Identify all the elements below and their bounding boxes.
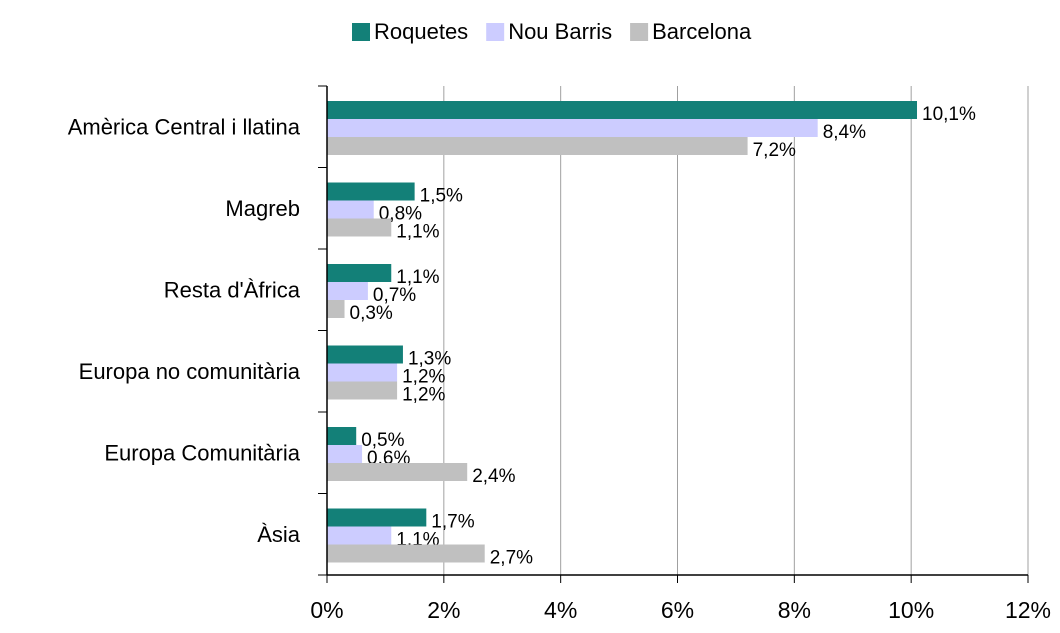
legend-swatch — [630, 23, 649, 41]
value-label: 0,7% — [373, 285, 416, 306]
category-label: Àsia — [257, 522, 301, 547]
bar — [327, 463, 468, 481]
value-label: 1,2% — [402, 367, 445, 388]
legend-label: Roquetes — [374, 19, 468, 44]
value-label: 1,1% — [396, 267, 439, 288]
value-label: 0,3% — [350, 303, 393, 324]
bar — [327, 182, 415, 201]
x-tick-label: 4% — [544, 597, 577, 623]
value-label: 1,3% — [408, 349, 451, 370]
x-tick-label: 6% — [661, 597, 694, 623]
value-label: 1,7% — [431, 512, 474, 533]
legend-swatch — [352, 23, 370, 41]
value-label: 2,4% — [472, 466, 515, 487]
bar — [327, 526, 392, 545]
bar — [327, 300, 345, 318]
bar — [327, 101, 918, 119]
bar — [327, 137, 748, 155]
bar — [327, 345, 403, 364]
value-label: 1,5% — [420, 186, 463, 207]
bar — [327, 508, 427, 527]
x-tick-label: 2% — [427, 597, 460, 623]
value-label: 1,2% — [402, 385, 445, 406]
x-tick-label: 10% — [888, 597, 934, 623]
bar — [327, 119, 818, 137]
bar — [327, 200, 374, 219]
value-label: 1,1% — [396, 222, 439, 243]
bar — [327, 427, 357, 445]
value-label: 2,7% — [490, 548, 533, 569]
bar — [327, 264, 392, 282]
bar — [327, 544, 485, 563]
legend-label: Barcelona — [652, 19, 752, 44]
value-label: 0,5% — [361, 430, 404, 451]
legend-label: Nou Barris — [508, 19, 612, 44]
bar — [327, 363, 398, 382]
category-label: Amèrica Central i llatina — [68, 115, 301, 140]
x-tick-label: 8% — [778, 597, 811, 623]
category-label: Europa Comunitària — [104, 441, 300, 466]
value-label: 8,4% — [823, 122, 866, 143]
category-label: Europa no comunitària — [79, 359, 301, 384]
category-label: Resta d'Àfrica — [164, 278, 301, 303]
category-label: Magreb — [225, 196, 300, 221]
value-label: 7,2% — [753, 140, 796, 161]
value-label: 10,1% — [922, 104, 976, 125]
bar — [327, 381, 398, 400]
bar — [327, 445, 363, 463]
bar — [327, 282, 368, 300]
x-tick-label: 12% — [1005, 597, 1051, 623]
legend-swatch — [486, 23, 505, 41]
x-tick-label: 0% — [310, 597, 343, 623]
bar — [327, 218, 392, 237]
